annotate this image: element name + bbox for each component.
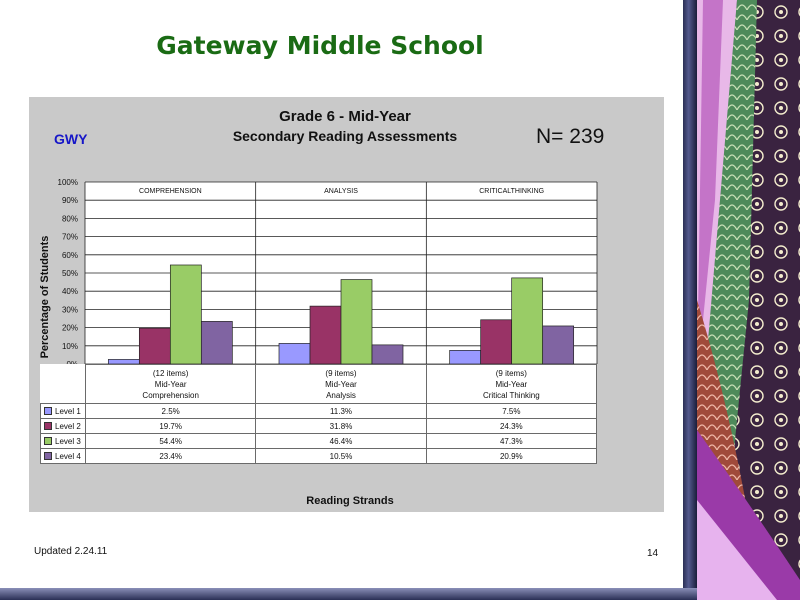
legend-entry: Level 2 — [40, 418, 86, 434]
school-code: GWY — [54, 131, 88, 147]
bar-level-4 — [200, 321, 233, 365]
y-tick-label: 80% — [62, 214, 78, 223]
legend-entry: Level 3 — [40, 433, 86, 449]
y-tick-label: 60% — [62, 251, 78, 260]
y-tick-label: 100% — [58, 178, 78, 187]
panel-label: COMPREHENSION — [139, 188, 202, 195]
data-table: (12 items) Mid-Year Comprehension (9 items)… — [40, 364, 598, 464]
table-row: Level 4 23.4% 10.5% 20.9% — [40, 448, 598, 464]
data-label: 23.4% — [84, 448, 257, 464]
y-axis-label: Percentage of Students — [39, 235, 51, 359]
data-label: 19.7% — [84, 418, 257, 434]
data-label: 24.3% — [425, 418, 598, 434]
slide-shadow-right — [683, 0, 697, 600]
data-label: 46.4% — [255, 433, 427, 449]
slide-shadow-bottom — [0, 588, 697, 600]
bar-level-1 — [278, 343, 311, 365]
legend-swatch — [44, 436, 52, 445]
student-count: N= 239 — [536, 125, 605, 148]
legend-swatch — [44, 421, 52, 430]
bar-level-2 — [480, 319, 513, 365]
table-row: Level 3 54.4% 46.4% 47.3% — [40, 433, 598, 449]
y-tick-label: 30% — [62, 305, 78, 314]
chart-subtitle: Secondary Reading Assessments — [232, 128, 458, 144]
legend-entry: Level 4 — [40, 448, 86, 464]
data-label: 20.9% — [425, 448, 598, 464]
bar-level-3 — [169, 264, 202, 365]
table-row: Level 1 2.5% 11.3% 7.5% — [40, 403, 598, 419]
data-label: 2.5% — [84, 403, 257, 419]
legend-swatch — [44, 406, 52, 415]
panel-label: CRITICALTHINKING — [479, 188, 544, 195]
data-label: 54.4% — [84, 433, 257, 449]
x-axis-label: Reading Strands — [306, 495, 394, 507]
category-label: (12 items) Mid-Year Comprehension — [84, 364, 257, 404]
data-label: 7.5% — [425, 403, 598, 419]
table-row: Level 2 19.7% 31.8% 24.3% — [40, 418, 598, 434]
updated-date: Updated 2.24.11 — [34, 546, 108, 557]
data-label: 10.5% — [255, 448, 427, 464]
chart-title: Grade 6 - Mid-Year — [279, 108, 411, 125]
bar-level-2 — [309, 305, 342, 365]
data-label: 47.3% — [425, 433, 598, 449]
table-corner — [40, 364, 86, 404]
bar-level-2 — [138, 327, 171, 365]
y-tick-label: 90% — [62, 196, 78, 205]
page-number: 14 — [647, 548, 659, 559]
bar-level-3 — [340, 279, 373, 365]
legend-swatch — [44, 451, 52, 460]
legend-entry: Level 1 — [40, 403, 86, 419]
y-tick-label: 40% — [62, 287, 78, 296]
y-tick-label: 10% — [62, 342, 78, 351]
slide-title: Gateway Middle School — [156, 31, 484, 60]
bar-level-4 — [371, 344, 404, 365]
y-tick-label: 50% — [62, 269, 78, 278]
y-tick-label: 70% — [62, 233, 78, 242]
decorative-floral-border — [697, 0, 800, 600]
category-label: (9 items) Mid-Year Critical Thinking — [425, 364, 598, 404]
bar-level-4 — [542, 325, 575, 365]
data-label: 11.3% — [255, 403, 427, 419]
data-label: 31.8% — [255, 418, 427, 434]
bar-chart-plot: 0%10%20%30%40%50%60%70%80%90%100% COMPRE… — [58, 178, 598, 369]
bar-level-1 — [449, 350, 482, 365]
bar-level-3 — [511, 277, 544, 365]
category-label: (9 items) Mid-Year Analysis — [255, 364, 427, 404]
y-tick-label: 20% — [62, 324, 78, 333]
panel-label: ANALYSIS — [324, 188, 358, 195]
